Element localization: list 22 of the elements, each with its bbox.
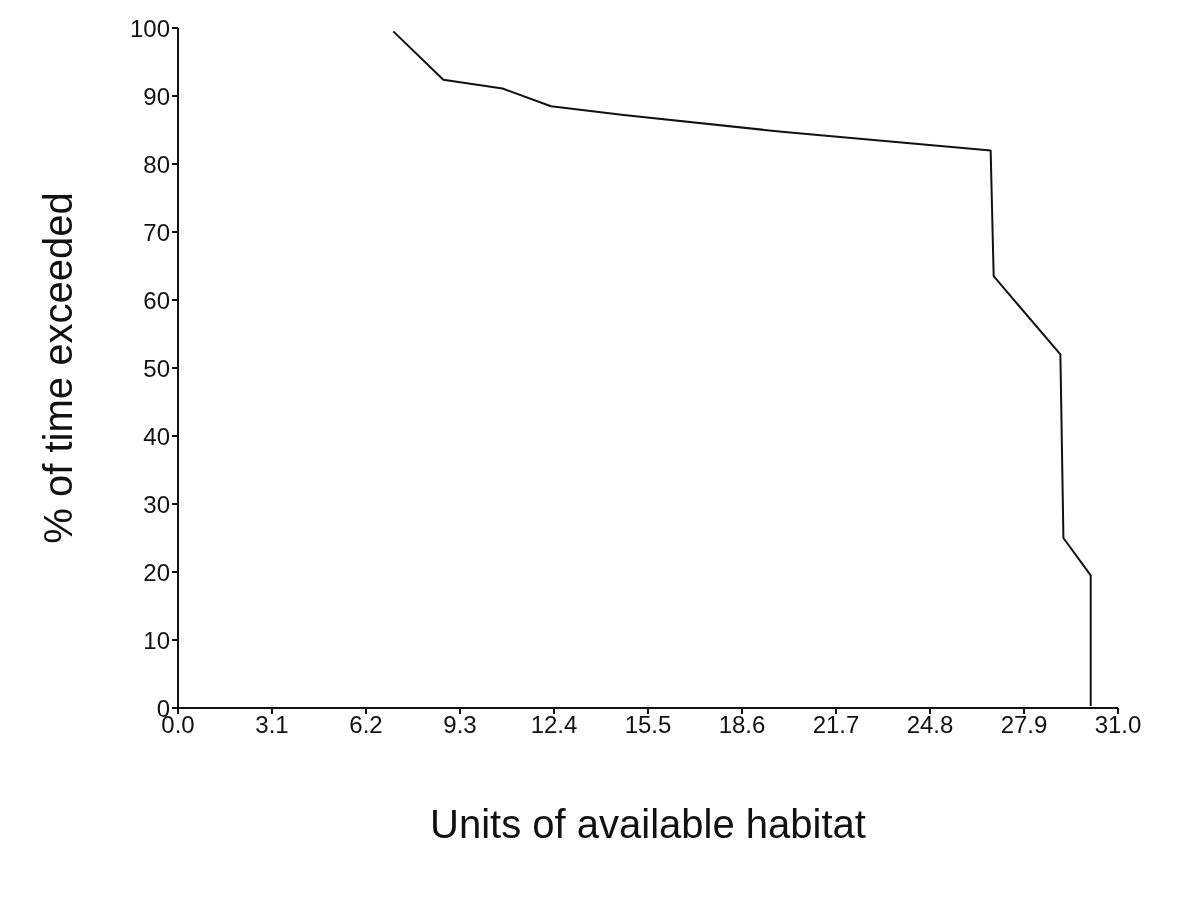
x-tick-label: 18.6 — [718, 711, 766, 739]
x-axis-title: Units of available habitat — [430, 802, 866, 846]
x-tick-label: 6.2 — [349, 711, 383, 739]
y-tick-label: 90 — [143, 82, 170, 110]
y-tick-label: 80 — [143, 150, 170, 178]
x-tick-label: 12.4 — [530, 711, 578, 739]
y-tick-label: 20 — [143, 558, 170, 586]
y-tick-label: 70 — [143, 218, 170, 246]
y-tick-label: 10 — [143, 626, 170, 654]
y-tick-label: 60 — [143, 286, 170, 314]
x-tick-label: 15.5 — [624, 711, 672, 739]
x-tick-label: 31.0 — [1094, 711, 1142, 739]
x-tick-label: 21.7 — [812, 711, 860, 739]
y-tick-label: 50 — [143, 354, 170, 382]
x-tick-label: 27.9 — [1000, 711, 1048, 739]
x-tick-label: 24.8 — [906, 711, 954, 739]
y-tick-label: 100 — [129, 14, 170, 42]
x-tick-label: 3.1 — [255, 711, 289, 739]
y-tick-label: 40 — [143, 422, 170, 450]
y-axis-title: % of time exceeded — [36, 192, 81, 544]
x-tick-label: 9.3 — [443, 711, 477, 739]
y-tick-label: 30 — [143, 490, 170, 518]
